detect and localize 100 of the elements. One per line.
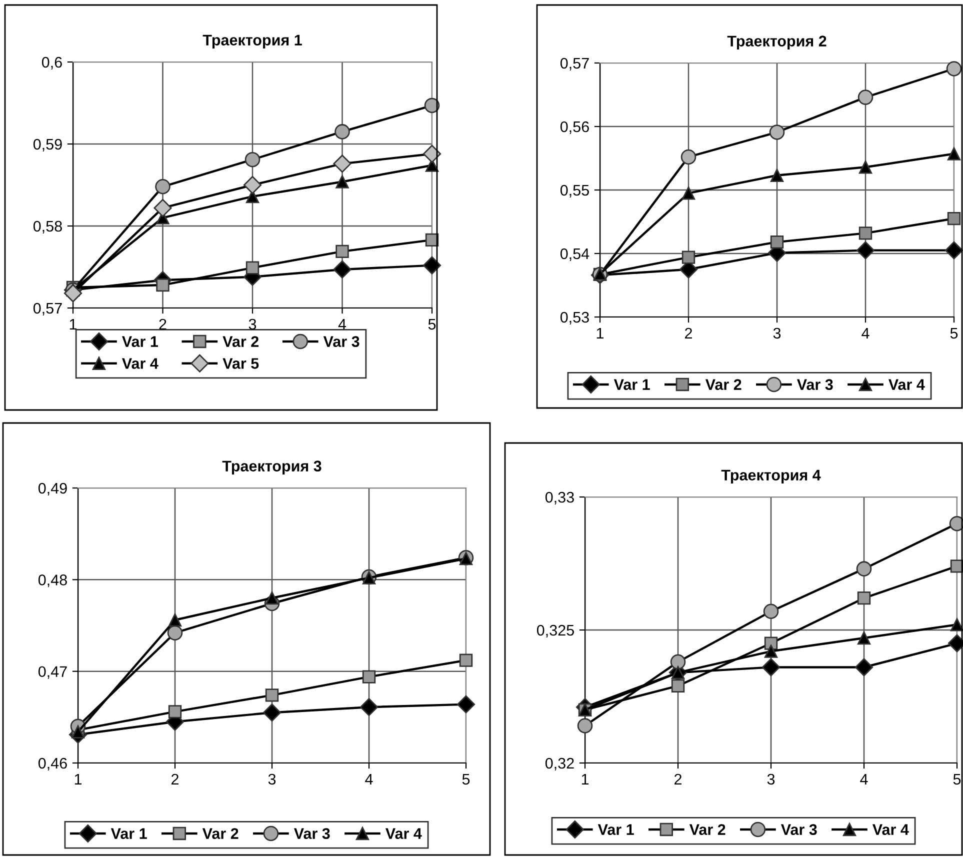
point — [857, 631, 871, 645]
point — [168, 705, 182, 718]
x-tick-label: 5 — [953, 774, 961, 785]
point — [671, 679, 685, 692]
point — [680, 149, 696, 165]
legend-label: Var 3 — [294, 828, 330, 839]
legend-label: Var 3 — [323, 336, 360, 347]
point — [856, 241, 875, 260]
x-tick-label: 1 — [596, 328, 604, 338]
point — [154, 198, 172, 218]
y-tick-label: 0,48 — [38, 574, 67, 588]
y-tick-label: 0,54 — [560, 248, 590, 261]
legend-label: Var 1 — [598, 824, 634, 835]
point — [246, 261, 260, 274]
point — [858, 226, 872, 240]
point — [950, 618, 963, 632]
point — [770, 168, 784, 182]
point — [360, 698, 378, 716]
point — [456, 695, 476, 714]
x-tick-label: 1 — [582, 774, 589, 784]
y-tick-label: 0,49 — [38, 482, 67, 496]
point — [946, 61, 962, 76]
y-tick-label: 0,47 — [38, 666, 67, 679]
point — [950, 560, 963, 573]
x-tick-label: 4 — [365, 774, 373, 784]
y-tick-label: 0,57 — [33, 302, 62, 316]
x-tick-label: 3 — [268, 774, 276, 785]
y-tick-label: 0,59 — [33, 138, 62, 152]
x-tick-label: 2 — [685, 328, 692, 338]
chart-title: Траектория 4 — [721, 470, 821, 484]
point — [764, 636, 778, 650]
y-tick-label: 0,55 — [560, 184, 589, 198]
x-tick-label: 3 — [767, 774, 775, 785]
point — [763, 604, 779, 620]
point — [670, 654, 686, 670]
point — [265, 591, 279, 605]
x-tick-label: 1 — [70, 318, 77, 330]
point — [265, 688, 279, 702]
point — [856, 561, 872, 576]
point — [156, 278, 170, 292]
point — [334, 124, 350, 140]
point — [425, 233, 439, 247]
point — [858, 90, 874, 105]
point — [333, 154, 352, 173]
point — [459, 654, 473, 667]
x-tick-label: 3 — [773, 328, 781, 339]
point — [336, 244, 349, 258]
point — [362, 670, 376, 684]
point — [944, 241, 963, 260]
point — [262, 704, 282, 722]
point — [333, 260, 352, 279]
chart-title: Траектория 3 — [222, 460, 322, 475]
x-tick-label: 3 — [248, 318, 256, 330]
legend-label: Var 4 — [386, 828, 422, 839]
point — [858, 160, 872, 174]
point — [64, 284, 82, 302]
legend-label: Var 1 — [614, 379, 650, 390]
point — [336, 175, 349, 188]
point — [682, 250, 696, 264]
point — [424, 98, 440, 114]
point — [770, 235, 784, 249]
legend-label: Var 1 — [110, 828, 147, 839]
x-tick-label: 4 — [338, 318, 346, 330]
y-tick-label: 0,33 — [545, 492, 574, 504]
y-tick-label: 0,58 — [33, 220, 62, 234]
chart-title: Траектория 1 — [202, 34, 302, 49]
legend-label: Var 3 — [780, 824, 817, 835]
x-tick-label: 2 — [159, 318, 166, 330]
point — [155, 179, 170, 194]
legend-label: Var 2 — [202, 828, 238, 839]
legend-label: Var 4 — [872, 824, 909, 835]
y-tick-label: 0,325 — [536, 624, 574, 638]
x-tick-label: 2 — [674, 774, 682, 784]
legend-label: Var 4 — [122, 358, 158, 369]
point — [947, 147, 961, 160]
y-tick-label: 0,46 — [38, 758, 67, 770]
x-tick-label: 5 — [428, 318, 436, 330]
chart-title: Траектория 2 — [727, 36, 826, 50]
point — [854, 658, 874, 676]
x-tick-label: 2 — [172, 774, 178, 784]
x-tick-label: 1 — [74, 774, 82, 784]
point — [769, 124, 785, 140]
legend-label: Var 1 — [122, 336, 158, 347]
point — [764, 644, 778, 658]
legend-label: Var 3 — [796, 379, 833, 390]
legend-label: Var 2 — [689, 824, 726, 835]
point — [244, 152, 260, 168]
point — [422, 256, 442, 274]
legend-label: Var 2 — [705, 379, 742, 390]
legend-label: Var 5 — [222, 358, 259, 369]
point — [422, 144, 442, 163]
x-tick-label: 5 — [950, 328, 958, 339]
point — [682, 186, 696, 200]
x-tick-label: 4 — [862, 328, 870, 338]
y-tick-label: 0,53 — [560, 312, 589, 324]
legend-label: Var 4 — [888, 379, 925, 390]
point — [762, 658, 780, 676]
y-tick-label: 0,32 — [545, 758, 574, 770]
x-tick-label: 5 — [462, 774, 470, 785]
point — [577, 718, 593, 734]
